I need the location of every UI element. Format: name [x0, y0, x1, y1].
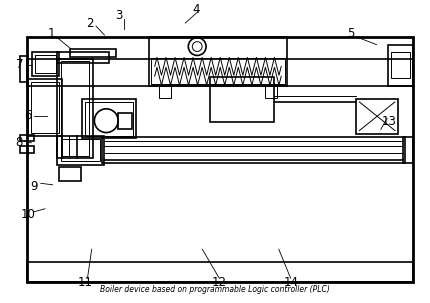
Text: 8: 8 [15, 136, 22, 149]
Text: 2: 2 [86, 17, 93, 29]
Bar [388, 45, 413, 86]
Bar [210, 77, 274, 122]
Bar [27, 59, 413, 86]
Text: 1: 1 [48, 27, 55, 40]
Text: 14: 14 [284, 276, 299, 289]
Bar [151, 58, 285, 84]
Bar [32, 52, 59, 76]
Bar [403, 138, 413, 163]
Bar [391, 52, 410, 78]
Text: 5: 5 [347, 27, 355, 40]
Text: 6: 6 [24, 109, 32, 122]
Bar [149, 37, 287, 86]
Bar [70, 48, 116, 58]
Bar [20, 135, 34, 142]
Bar [57, 52, 109, 63]
Text: 4: 4 [192, 3, 200, 16]
Bar [20, 146, 34, 153]
Bar [57, 135, 104, 165]
Text: Boiler device based on programmable Logic controller (PLC): Boiler device based on programmable Logi… [100, 285, 330, 294]
Text: 9: 9 [31, 180, 38, 193]
Text: 10: 10 [21, 208, 35, 221]
Bar [27, 37, 413, 282]
Bar [82, 99, 136, 138]
Bar [356, 99, 398, 134]
Bar [35, 55, 56, 73]
Bar [102, 138, 405, 163]
Bar [59, 167, 80, 181]
Bar [57, 59, 93, 158]
Text: 3: 3 [116, 9, 123, 22]
Bar [118, 113, 132, 128]
Bar [61, 62, 89, 156]
Text: 12: 12 [212, 276, 227, 289]
Bar [28, 79, 62, 135]
Text: 13: 13 [382, 115, 397, 128]
Bar [159, 86, 171, 98]
Bar [85, 102, 133, 135]
Bar [20, 56, 28, 82]
Bar [265, 86, 277, 98]
Bar [31, 82, 59, 132]
Text: 7: 7 [16, 58, 23, 72]
Bar [27, 262, 413, 282]
Bar [61, 139, 100, 161]
Text: 11: 11 [78, 276, 93, 289]
